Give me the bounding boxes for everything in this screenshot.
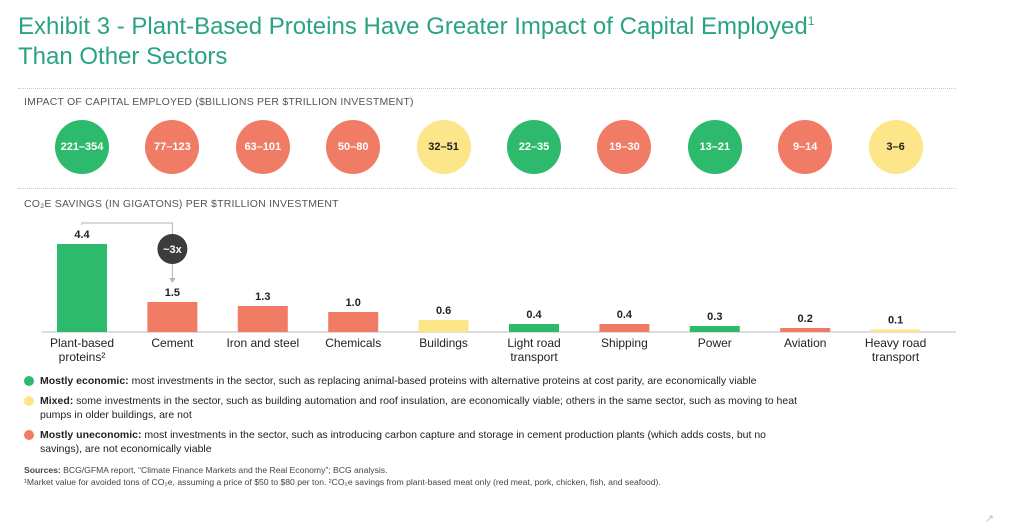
legend-text: Mostly economic: most investments in the…	[40, 374, 804, 388]
legend-label: Mostly economic:	[40, 375, 129, 387]
capital-bubble: 3–6	[868, 120, 923, 174]
capital-bubble: 221–354	[55, 120, 109, 174]
bar-value-label: 0.4	[617, 309, 633, 321]
capital-bubble-value: 13–21	[699, 141, 731, 153]
bar	[870, 329, 921, 332]
co2-section-label: CO₂E SAVINGS (IN GIGATONS) PER $TRILLION…	[24, 198, 339, 210]
category-label: Buildings	[419, 336, 468, 350]
title-line-1: Exhibit 3 - Plant-Based Proteins Have Gr…	[18, 13, 808, 40]
legend-color-dot	[24, 430, 34, 440]
category-label: Heavy road	[865, 336, 926, 350]
category-label: transport	[510, 350, 558, 364]
capital-section-label: IMPACT OF CAPITAL EMPLOYED ($BILLIONS PE…	[24, 96, 414, 108]
legend-label: Mixed:	[40, 395, 74, 407]
category-label: Cement	[151, 336, 194, 350]
category-label: Light road	[507, 336, 560, 350]
bar	[509, 324, 559, 332]
capital-bubble-value: 77–123	[154, 141, 191, 153]
bar	[328, 312, 379, 332]
bar-value-label: 0.4	[526, 309, 542, 321]
bar-value-label: 4.4	[74, 229, 90, 241]
annotation-arrowhead	[169, 278, 176, 283]
capital-bubble-value: 63–101	[244, 141, 282, 153]
capital-bubble: 19–30	[597, 120, 652, 174]
title-line-2: Than Other Sectors	[18, 43, 228, 70]
capital-bubble: 22–35	[507, 120, 561, 174]
category-label: proteins²	[59, 350, 106, 364]
divider	[18, 188, 956, 189]
bar	[780, 328, 831, 332]
capital-bubble-value: 50–80	[337, 141, 369, 153]
bar	[147, 302, 198, 332]
capital-bubble-value: 221–354	[60, 141, 104, 153]
category-label: Power	[698, 336, 732, 350]
sources-text: BCG/GFMA report, “Climate Finance Market…	[60, 465, 388, 475]
page-title: Exhibit 3 - Plant-Based Proteins Have Gr…	[18, 12, 918, 72]
capital-bubble: 50–80	[326, 120, 381, 174]
capital-bubble-value: 9–14	[792, 141, 818, 153]
divider	[18, 88, 956, 89]
legend-text: Mostly uneconomic: most investments in t…	[40, 428, 804, 456]
footnote-text: ¹Market value for avoided tons of CO₂e, …	[24, 477, 661, 487]
bar-value-label: 1.5	[165, 287, 180, 299]
legend-description: most investments in the sector, such as …	[128, 375, 757, 387]
bar	[418, 320, 469, 332]
bar	[599, 324, 650, 332]
bar-value-label: 0.6	[436, 305, 451, 317]
annotation-badge-text: ~3x	[163, 244, 183, 256]
category-label: Plant-based	[50, 336, 114, 350]
legend-item: Mostly economic: most investments in the…	[24, 374, 804, 388]
bar-value-label: 0.3	[707, 311, 722, 323]
sources-label: Sources:	[24, 465, 61, 475]
capital-bubble-value: 19–30	[609, 141, 640, 153]
capital-bubble-value: 3–6	[886, 141, 905, 153]
legend-description: some investments in the sector, such as …	[40, 395, 797, 421]
bar	[237, 306, 288, 332]
bar-value-label: 1.0	[346, 297, 361, 309]
legend-item: Mostly uneconomic: most investments in t…	[24, 428, 804, 456]
bar-value-label: 0.1	[888, 315, 903, 327]
capital-bubble: 32–51	[416, 120, 471, 174]
bar-value-label: 0.2	[798, 313, 813, 325]
category-label: Chemicals	[325, 336, 381, 350]
bar-value-label: 1.3	[255, 291, 270, 303]
category-label: Aviation	[784, 336, 826, 350]
category-label: Shipping	[601, 336, 648, 350]
capital-bubble: 63–101	[235, 120, 290, 174]
capital-bubble: 9–14	[778, 120, 833, 174]
legend-text: Mixed: some investments in the sector, s…	[40, 394, 804, 422]
expand-arrow-icon[interactable]: ↗	[984, 513, 994, 525]
capital-bubble-value: 32–51	[428, 141, 459, 153]
legend-color-dot	[24, 376, 34, 386]
capital-bubble-value: 22–35	[518, 141, 550, 153]
sources-note: Sources: BCG/GFMA report, “Climate Finan…	[24, 464, 924, 488]
capital-bubble: 13–21	[687, 120, 742, 174]
legend-description: most investments in the sector, such as …	[40, 429, 767, 455]
legend-color-dot	[24, 396, 34, 406]
category-label: Iron and steel	[226, 336, 299, 350]
bar	[57, 244, 107, 332]
legend-label: Mostly uneconomic:	[40, 429, 142, 441]
category-label: transport	[872, 350, 920, 364]
bar	[689, 326, 740, 332]
annotation-badge	[157, 234, 188, 264]
capital-bubble: 77–123	[145, 120, 200, 174]
legend-item: Mixed: some investments in the sector, s…	[24, 394, 804, 422]
title-footnote-marker: 1	[807, 14, 815, 28]
